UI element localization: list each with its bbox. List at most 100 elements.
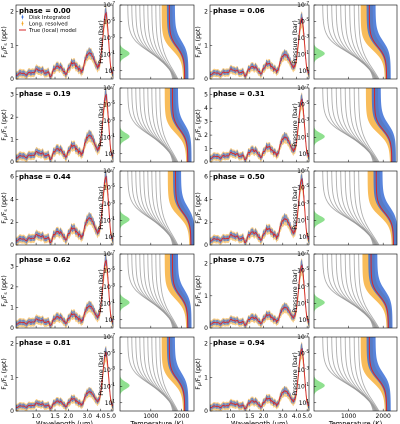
y-tick-label: 2 — [10, 219, 14, 226]
pressure-tick-label: 10-7 — [297, 333, 309, 342]
pressure-tick-label: 101 — [105, 66, 116, 75]
gray-local-profiles — [322, 88, 380, 162]
x-tick-label: 4.0 — [96, 413, 106, 420]
pressure-tick-label: 101 — [299, 149, 310, 158]
spectrum-x-label: Wavelength (um) — [36, 420, 93, 424]
pressure-tick-label: 10-3 — [297, 282, 309, 291]
long-resolved-band — [16, 171, 113, 245]
x-tick-label: 3.0 — [278, 413, 288, 420]
y-tick-label: 4 — [204, 196, 208, 203]
legend-label: Disk Integrated — [29, 15, 70, 21]
y-tick-label: 2 — [10, 9, 14, 16]
profile-axes-frame — [313, 87, 398, 163]
true-model-profile — [374, 88, 393, 162]
long-resolved-band — [16, 254, 113, 328]
spectrum-panel-3: 0 1 2 3 4 5 Fp/Fs (ppt) phase = 0.31 — [195, 87, 310, 166]
pressure-tick-label: 10-1 — [297, 50, 309, 59]
pressure-tick-label: 101 — [299, 398, 310, 407]
y-tick-label: 0 — [204, 76, 208, 83]
y-tick-label: 2 — [204, 9, 208, 16]
contribution-function — [120, 374, 130, 397]
pressure-tick-label: 10-7 — [103, 84, 115, 93]
contribution-function — [314, 125, 325, 148]
true-model-profile — [168, 337, 186, 411]
pressure-y-label: Pressure (bar) — [98, 186, 105, 229]
y-tick-label: 1 — [204, 146, 208, 153]
long-resolved-band — [16, 5, 113, 79]
disk-integrated-profile-band — [169, 254, 192, 328]
profile-panel-9: 10-7 10-5 10-3 10-1 101 1000 2000 Pressure (bar… — [292, 333, 398, 424]
spectrum-panel-5: 0 2 4 6 Fp/Fs (ppt) phase = 0.50 — [195, 170, 310, 249]
pressure-y-label: Pressure (bar) — [98, 352, 105, 395]
x-tick-label: 4.0 — [292, 413, 302, 420]
y-tick-label: 0 — [204, 159, 208, 166]
profile-plot-area — [314, 254, 393, 328]
pressure-tick-label: 10-3 — [103, 199, 115, 208]
pressure-y-label: Pressure (bar) — [98, 103, 105, 146]
legend-marker — [21, 22, 24, 25]
contribution-function — [120, 291, 130, 314]
y-tick-label: 0 — [10, 76, 14, 83]
pressure-tick-label: 10-3 — [103, 116, 115, 125]
pressure-tick-label: 10-7 — [103, 1, 115, 10]
profile-plot-area — [120, 337, 189, 411]
pressure-tick-label: 10-3 — [297, 116, 309, 125]
true-model-profile — [375, 171, 394, 245]
pressure-tick-label: 10-5 — [297, 266, 309, 275]
profile-plot-area — [120, 171, 194, 245]
y-tick-label: 1 — [204, 374, 208, 381]
disk-integrated-profile-band — [366, 5, 391, 79]
contribution-function — [120, 125, 130, 148]
true-model-profile — [175, 171, 192, 245]
spectrum-y-label: Fp/Fs (ppt) — [1, 358, 9, 390]
phase-label: phase = 0.62 — [19, 256, 71, 264]
disk-integrated-profile-band — [371, 88, 396, 162]
spectrum-y-label: Fp/Fs (ppt) — [1, 192, 9, 224]
y-tick-label: 0 — [10, 159, 14, 166]
long-resolved-band — [210, 341, 309, 411]
y-tick-label: 4 — [10, 196, 14, 203]
spectrum-plot-area — [210, 11, 309, 79]
true-model-line — [16, 11, 113, 78]
disk-integrated-profile-band — [166, 5, 189, 79]
contribution-function — [120, 208, 130, 231]
profile-axes-frame — [119, 336, 195, 412]
profile-axes-frame — [313, 170, 398, 246]
profile-axes-frame — [119, 253, 195, 329]
pressure-tick-label: 10-5 — [103, 183, 115, 192]
y-tick-label: 2 — [204, 261, 208, 268]
pressure-tick-label: 10-3 — [103, 365, 115, 374]
y-tick-label: 6 — [10, 174, 14, 181]
true-model-profile — [368, 337, 388, 411]
pressure-tick-label: 10-5 — [103, 349, 115, 358]
gray-local-profiles — [322, 337, 380, 411]
true-model-line — [210, 98, 309, 161]
gray-local-profiles — [322, 254, 380, 328]
y-tick-label: 0 — [204, 242, 208, 249]
profile-plot-area — [120, 5, 189, 79]
pressure-y-label: Pressure (bar) — [98, 269, 105, 312]
spectrum-y-label: Fp/Fs (ppt) — [195, 275, 203, 307]
temperature-tick-label: 1000 — [143, 413, 158, 420]
spectrum-panel-2: 0 1 2 3 Fp/Fs (ppt) phase = 0.19 — [1, 87, 114, 166]
spectrum-panel-7: 0 1 2Fp/Fs (ppt) phase = 0.75 — [195, 253, 310, 332]
gray-local-profiles — [127, 337, 179, 411]
true-model-profile — [171, 88, 189, 162]
profile-plot-area — [120, 254, 192, 328]
legend-marker — [21, 16, 24, 18]
y-tick-label: 2 — [204, 219, 208, 226]
spectrum-panel-0: 0 1 2 Fp/Fs (ppt) phase = 0.00 — [1, 4, 114, 83]
x-tick-label: 5.0 — [302, 413, 312, 420]
contribution-function — [120, 42, 130, 65]
pressure-tick-label: 101 — [299, 66, 310, 75]
pressure-tick-label: 10-5 — [297, 349, 309, 358]
profile-plot-area — [120, 88, 192, 162]
